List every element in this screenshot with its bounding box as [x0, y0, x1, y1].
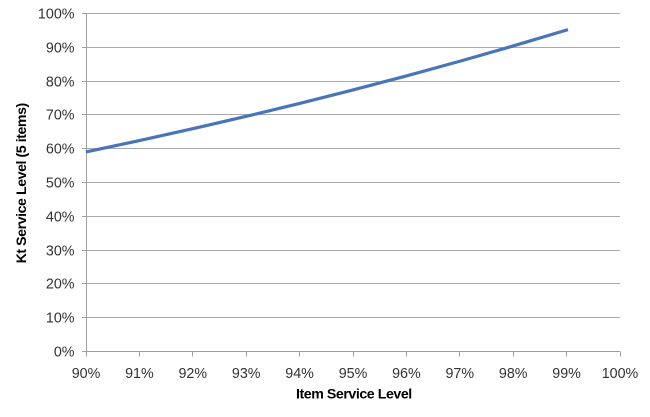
svg-text:90%: 90% [46, 40, 75, 56]
svg-text:93%: 93% [232, 366, 261, 382]
svg-text:100%: 100% [38, 6, 75, 22]
svg-text:95%: 95% [339, 366, 368, 382]
svg-text:100%: 100% [602, 366, 639, 382]
svg-text:20%: 20% [46, 276, 75, 292]
svg-text:97%: 97% [445, 366, 474, 382]
svg-text:91%: 91% [125, 366, 154, 382]
svg-text:30%: 30% [46, 243, 75, 259]
svg-text:50%: 50% [46, 175, 75, 191]
svg-text:92%: 92% [178, 366, 207, 382]
svg-text:99%: 99% [552, 366, 581, 382]
svg-text:96%: 96% [392, 366, 421, 382]
svg-text:10%: 10% [46, 310, 75, 326]
svg-text:70%: 70% [46, 107, 75, 123]
svg-text:40%: 40% [46, 209, 75, 225]
svg-text:90%: 90% [72, 366, 101, 382]
svg-text:Item Service Level: Item Service Level [296, 387, 412, 403]
svg-text:94%: 94% [285, 366, 314, 382]
svg-text:98%: 98% [499, 366, 528, 382]
svg-text:60%: 60% [46, 141, 75, 157]
svg-text:0%: 0% [54, 344, 75, 360]
svg-text:Kt Service Level (5 items): Kt Service Level (5 items) [14, 102, 30, 263]
svg-text:80%: 80% [46, 74, 75, 90]
